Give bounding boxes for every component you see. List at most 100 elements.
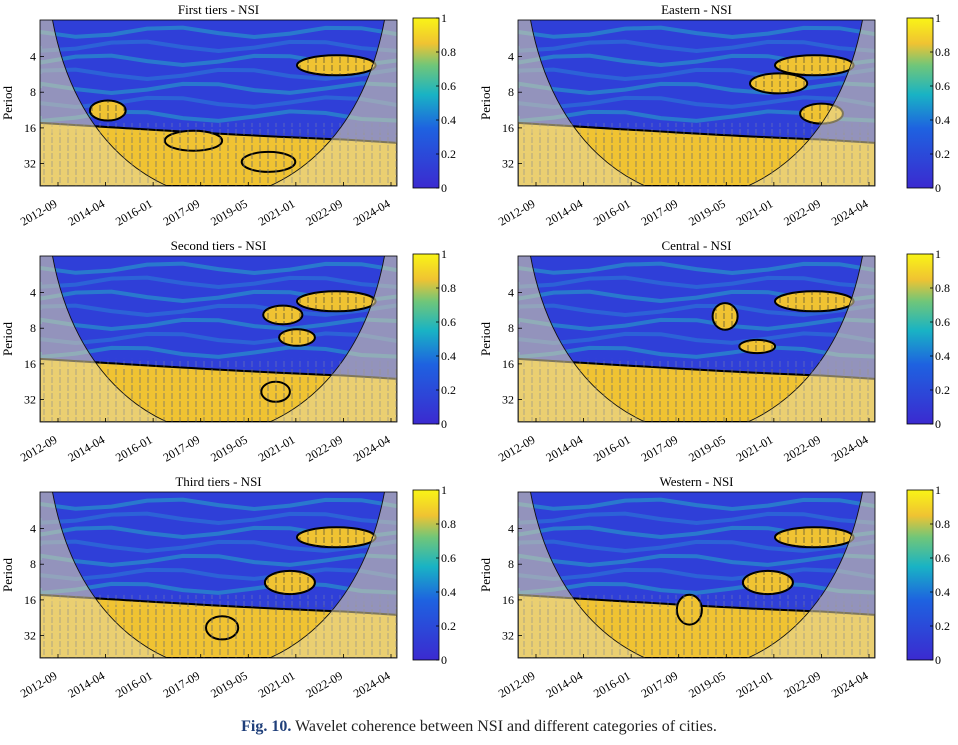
- x-tick-label: 2022-09: [303, 432, 345, 464]
- x-tick-label: 2022-09: [781, 196, 823, 228]
- x-tick-label: 2012-09: [18, 196, 60, 228]
- colorbar-tick-label: 1: [935, 11, 941, 25]
- wavelet-panel: Third tiers - NSI Period 4 8 16 32 2012-09 2014…: [0, 474, 456, 701]
- colorbar-tick-label: 0.8: [441, 517, 456, 531]
- x-tick-label: 2021-01: [734, 668, 776, 700]
- blob-phase-arrows: [775, 291, 854, 312]
- coherence-streak: [40, 303, 397, 318]
- colorbar: [906, 489, 934, 661]
- y-tick-label: 16: [24, 121, 36, 135]
- x-tick-label: 2012-09: [18, 668, 60, 700]
- coherence-streak: [518, 261, 875, 276]
- y-tick-label: 16: [24, 357, 36, 371]
- x-tick-label: 2012-09: [18, 432, 60, 464]
- x-tick-label: 2021-01: [734, 432, 776, 464]
- y-tick-label: 4: [30, 50, 36, 64]
- axes-frame: [517, 255, 876, 423]
- blob-phase-arrows: [775, 55, 854, 76]
- coherence-map: [40, 256, 397, 422]
- x-tick-label: 2012-09: [496, 432, 538, 464]
- y-axis-label: Period: [0, 558, 15, 592]
- x-tick-label: 2022-09: [303, 668, 345, 700]
- x-tick-label: 2019-05: [686, 668, 728, 700]
- coherence-streak: [518, 511, 875, 526]
- coherence-streak: [518, 497, 875, 512]
- coi-phase-arrows: [40, 122, 397, 186]
- colorbar-tick-label: 0.2: [935, 147, 950, 161]
- blob-phase-arrows: [750, 73, 808, 94]
- blob-phase-arrows: [263, 305, 303, 325]
- x-tick-label: 2016-01: [113, 668, 155, 700]
- y-axis-label: Period: [478, 322, 493, 356]
- coherence-map: [40, 20, 397, 186]
- colorbar: [906, 253, 934, 425]
- x-tick-label: 2014-04: [543, 432, 585, 464]
- colorbar-tick-label: 0.6: [441, 79, 456, 93]
- blob-phase-arrows: [739, 339, 776, 354]
- colorbar-tick-label: 0.2: [935, 619, 950, 633]
- coherence-streak: [40, 275, 397, 290]
- x-tick-label: 2017-09: [161, 432, 203, 464]
- x-tick-label: 2022-09: [781, 668, 823, 700]
- coherence-streak: [518, 303, 875, 318]
- colorbar-tick-label: 0: [441, 653, 447, 667]
- colorbar-tick-label: 0.6: [935, 315, 950, 329]
- colorbar-tick-label: 0.2: [441, 147, 456, 161]
- colorbar-tick-label: 1: [441, 483, 447, 497]
- colorbar: [412, 489, 440, 661]
- colorbar-tick-label: 0: [441, 181, 447, 195]
- caption-text: Wavelet coherence between NSI and differ…: [295, 718, 717, 735]
- x-tick-label: 2022-09: [781, 432, 823, 464]
- x-tick-label: 2022-09: [303, 196, 345, 228]
- colorbar-tick-label: 0.6: [935, 79, 950, 93]
- blob-phase-arrows: [89, 100, 126, 121]
- colorbar-tick-label: 0.6: [935, 551, 950, 565]
- colorbar-tick-label: 0.6: [441, 551, 456, 565]
- coherence-streak: [40, 511, 397, 526]
- axes-frame: [39, 255, 398, 423]
- colorbar: [906, 17, 934, 189]
- coi-phase-arrows: [518, 594, 875, 658]
- coherence-streak: [40, 497, 397, 512]
- colorbar-tick-label: 0.4: [441, 113, 456, 127]
- colorbar-tick-label: 1: [935, 247, 941, 261]
- panel-title: Central - NSI: [661, 238, 731, 253]
- x-tick-label: 2017-09: [639, 668, 681, 700]
- x-tick-label: 2017-09: [161, 668, 203, 700]
- colorbar-tick-label: 0.2: [441, 383, 456, 397]
- figure-caption: Fig. 10. Wavelet coherence between NSI a…: [0, 718, 958, 736]
- coherence-map: [518, 20, 875, 186]
- coherence-map: [40, 492, 397, 658]
- y-tick-label: 32: [24, 157, 36, 171]
- colorbar-tick-label: 0.2: [935, 383, 950, 397]
- x-tick-label: 2016-01: [113, 196, 155, 228]
- cone-outline: [530, 256, 863, 422]
- y-tick-label: 32: [502, 157, 514, 171]
- panel-title: Third tiers - NSI: [175, 474, 261, 489]
- y-tick-label: 8: [30, 85, 36, 99]
- coherence-streak: [40, 25, 397, 40]
- x-tick-label: 2014-04: [543, 668, 585, 700]
- x-tick-label: 2014-04: [543, 196, 585, 228]
- y-tick-label: 32: [24, 629, 36, 643]
- panel-title: Western - NSI: [659, 474, 733, 489]
- colorbar-tick-label: 0: [441, 417, 447, 431]
- coherence-streak: [40, 39, 397, 54]
- caption-label: Fig. 10.: [241, 718, 292, 735]
- y-axis-label: Period: [0, 322, 15, 356]
- coherence-streak: [518, 67, 875, 82]
- axes-frame: [39, 19, 398, 187]
- x-tick-label: 2024-04: [351, 432, 393, 464]
- x-tick-label: 2016-01: [591, 432, 633, 464]
- coherence-streak: [40, 67, 397, 82]
- coherence-streak: [518, 539, 875, 554]
- colorbar-tick-label: 0.4: [935, 349, 950, 363]
- x-tick-label: 2019-05: [208, 196, 250, 228]
- y-tick-label: 32: [24, 393, 36, 407]
- blob-phase-arrows: [742, 570, 793, 595]
- y-axis-label: Period: [0, 86, 15, 120]
- blob-phase-arrows: [297, 291, 376, 312]
